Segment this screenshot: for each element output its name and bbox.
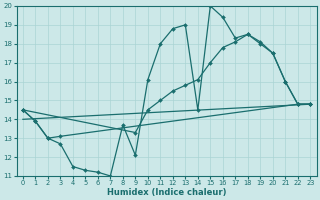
X-axis label: Humidex (Indice chaleur): Humidex (Indice chaleur) [107, 188, 226, 197]
